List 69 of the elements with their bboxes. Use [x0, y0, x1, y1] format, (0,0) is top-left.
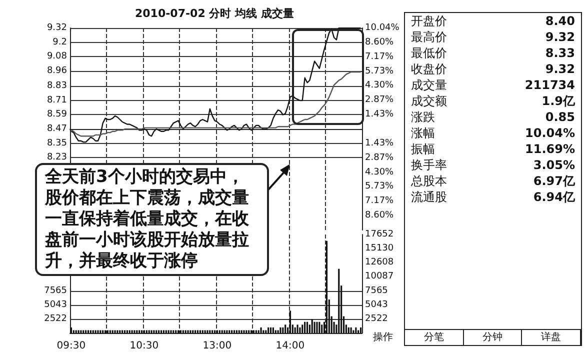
y-tick-label: 8.35 [46, 138, 67, 148]
y2-tick-label: 10.04% [365, 23, 400, 33]
category-label: 涨幅 [411, 125, 435, 141]
y2-tick-label: 8.60% [365, 37, 394, 48]
y2-tick-label: 5.73% [365, 66, 394, 76]
y-tick-label: 8.96 [46, 66, 68, 76]
y2-tick-label: 5.73% [365, 182, 394, 192]
chart-title: 2010-07-02 分时 均线 成交量 [135, 7, 294, 20]
text: 3.05% [533, 158, 575, 172]
y-tick-label: 8.59 [46, 110, 68, 120]
y2-tick-label: 1.43% [365, 110, 394, 120]
text: 分钟 [464, 330, 522, 345]
y2-tick-label: 4.30% [365, 80, 394, 91]
text: 6.97亿 [533, 174, 575, 188]
category-label: 最高价 [411, 29, 447, 45]
text: 分笔 [405, 330, 464, 345]
y2-tick-label: 1.43% [365, 138, 394, 148]
category-label: 成交量 [411, 77, 447, 93]
category-label: 振幅 [411, 141, 435, 157]
y2-tick-label: 2.87% [365, 152, 394, 163]
y2-tick-label: 2522 [365, 314, 388, 324]
y2-tick-label: 7.17% [365, 196, 394, 206]
category-label: 成交额 [411, 93, 447, 109]
annotation: 全天前3个小时的交易中，股价都在上下震荡，成交量一直保持着低量成交，在收盘前一小时该股开始放量拉升，并最终收于涨停 [35, 163, 269, 276]
y-tick-label: 8.71 [46, 95, 67, 106]
y-tick-label: 8.23 [46, 152, 67, 163]
y-tick-label: 9.2 [52, 37, 67, 48]
y-tick-label: 9.32 [46, 23, 67, 33]
y2-tick-label: 4.30% [365, 167, 394, 178]
text: 9.32 [545, 30, 575, 44]
y2-tick-label: 15130 [365, 244, 394, 254]
category-label: 流通股 [411, 189, 447, 205]
y-tick-label: 2522 [44, 314, 67, 324]
y-tick-label: 8.47 [46, 124, 67, 134]
category-label: 收盘价 [411, 61, 447, 77]
x-tick-label: 10:30 [130, 340, 159, 352]
text: 211734 [524, 78, 575, 92]
y2-tick-label: 7.17% [365, 52, 394, 62]
x-tick-label: 13:00 [202, 340, 232, 352]
x-tick-label: 14:00 [276, 340, 305, 352]
x-tick-label: 09:30 [56, 340, 86, 352]
y2-tick-label: 17652 [365, 230, 394, 240]
y2-tick-label: 7565 [365, 286, 388, 296]
text: 9.32 [545, 62, 575, 76]
category-label: 最低价 [411, 45, 447, 61]
text: 1.9亿 [542, 94, 575, 108]
y-tick-label: 8.83 [46, 81, 67, 92]
text: 11.69% [525, 142, 575, 156]
y-tick-label: 7565 [44, 286, 67, 296]
text: 0.85 [545, 110, 575, 124]
category-label: 涨跌 [411, 109, 435, 125]
text: 6.94亿 [533, 190, 575, 204]
text: 操作 [372, 331, 394, 345]
text: 详盘 [522, 330, 582, 345]
line-series [70, 71, 362, 137]
line-series [70, 27, 362, 143]
y-tick-label: 9.08 [46, 52, 68, 62]
category-label: 总股本 [411, 173, 447, 189]
y2-tick-label: 8.60% [365, 210, 394, 221]
y-tick-label: 5043 [44, 300, 67, 310]
y2-tick-label: 5043 [365, 300, 388, 310]
y2-tick-label: 2.87% [365, 95, 394, 106]
category-label: 开盘价 [411, 13, 447, 29]
y2-tick-label: 10087 [365, 272, 394, 282]
text: 8.33 [545, 46, 575, 60]
y2-tick-label: 12608 [365, 258, 394, 268]
text: 8.40 [545, 14, 575, 28]
category-label: 换手率 [411, 157, 447, 173]
text: 10.04% [525, 126, 575, 140]
